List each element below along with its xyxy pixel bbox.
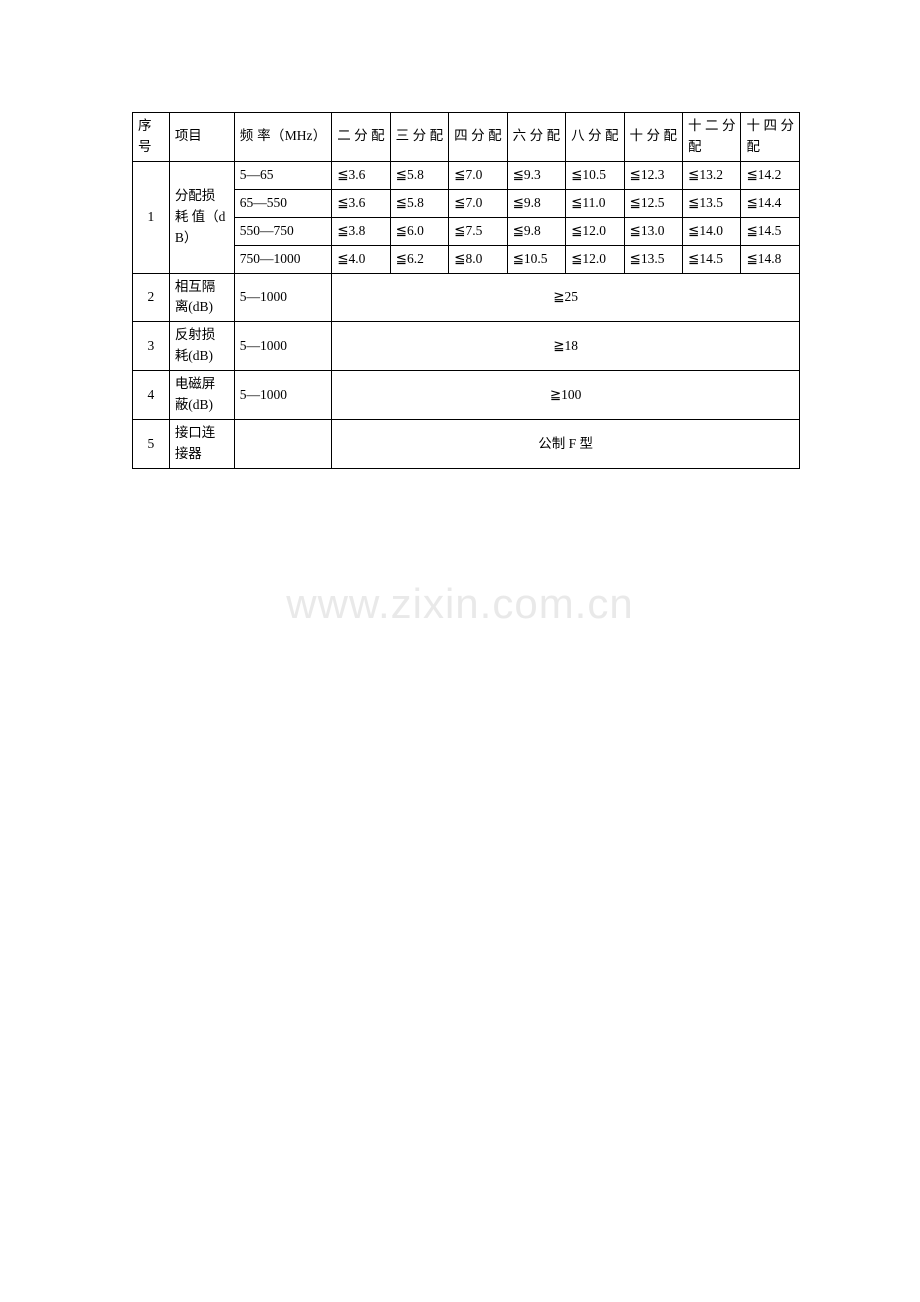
- freq-cell: [234, 420, 331, 469]
- seq-cell: 1: [133, 161, 170, 273]
- table-row: 1 分配损耗 值（dB） 5—65 ≦3.6 ≦5.8 ≦7.0 ≦9.3 ≦1…: [133, 161, 800, 189]
- freq-cell: 5—1000: [234, 322, 331, 371]
- table-row: 5 接口连接器 公制 F 型: [133, 420, 800, 469]
- val-cell: ≦9.8: [507, 217, 565, 245]
- item-cell: 电磁屏蔽(dB): [169, 371, 234, 420]
- val-cell: ≦14.2: [741, 161, 800, 189]
- spec-table: 序号 项目 频 率（MHz） 二分配 三分配 四分配 六分配 八分配 十分配 十…: [132, 112, 800, 469]
- seq-cell: 3: [133, 322, 170, 371]
- val-cell: ≦14.5: [683, 245, 741, 273]
- table-row: 3 反射损耗(dB) 5—1000 ≧18: [133, 322, 800, 371]
- val-cell: ≦14.4: [741, 189, 800, 217]
- header-freq: 频 率（MHz）: [234, 113, 331, 162]
- val-cell: ≦9.8: [507, 189, 565, 217]
- seq-cell: 2: [133, 273, 170, 322]
- page: 序号 项目 频 率（MHz） 二分配 三分配 四分配 六分配 八分配 十分配 十…: [0, 0, 920, 469]
- val-cell: ≦10.5: [507, 245, 565, 273]
- watermark-text: www.zixin.com.cn: [0, 580, 920, 628]
- val-cell: ≦13.2: [683, 161, 741, 189]
- header-col-2: 四分配: [449, 113, 507, 162]
- freq-cell: 550—750: [234, 217, 331, 245]
- val-cell: ≦11.0: [566, 189, 624, 217]
- item-cell: 相互隔离(dB): [169, 273, 234, 322]
- val-cell: ≦12.0: [566, 245, 624, 273]
- header-col-1: 三分配: [390, 113, 448, 162]
- header-col-4: 八分配: [566, 113, 624, 162]
- val-cell: ≦4.0: [332, 245, 390, 273]
- val-cell: ≦9.3: [507, 161, 565, 189]
- header-col-3: 六分配: [507, 113, 565, 162]
- freq-cell: 65—550: [234, 189, 331, 217]
- val-cell: ≦12.3: [624, 161, 682, 189]
- val-cell: ≦13.5: [683, 189, 741, 217]
- val-cell: ≦12.0: [566, 217, 624, 245]
- freq-cell: 5—65: [234, 161, 331, 189]
- item-cell: 接口连接器: [169, 420, 234, 469]
- val-cell: ≦3.6: [332, 161, 390, 189]
- val-cell: ≦14.8: [741, 245, 800, 273]
- val-cell: ≦13.0: [624, 217, 682, 245]
- table-row: 2 相互隔离(dB) 5—1000 ≧25: [133, 273, 800, 322]
- val-cell: ≦7.0: [449, 189, 507, 217]
- val-cell: ≦14.5: [741, 217, 800, 245]
- header-col-0: 二分配: [332, 113, 390, 162]
- header-col-5: 十分配: [624, 113, 682, 162]
- header-col-6: 十二分配: [683, 113, 741, 162]
- val-cell: ≦6.0: [390, 217, 448, 245]
- val-cell: ≦6.2: [390, 245, 448, 273]
- val-cell: ≦7.5: [449, 217, 507, 245]
- header-seq: 序号: [133, 113, 170, 162]
- val-cell: ≦10.5: [566, 161, 624, 189]
- merged-val-cell: ≧25: [332, 273, 800, 322]
- val-cell: ≦5.8: [390, 161, 448, 189]
- merged-val-cell: 公制 F 型: [332, 420, 800, 469]
- val-cell: ≦14.0: [683, 217, 741, 245]
- header-item: 项目: [169, 113, 234, 162]
- val-cell: ≦3.6: [332, 189, 390, 217]
- merged-val-cell: ≧100: [332, 371, 800, 420]
- val-cell: ≦8.0: [449, 245, 507, 273]
- item-cell: 分配损耗 值（dB）: [169, 161, 234, 273]
- seq-cell: 5: [133, 420, 170, 469]
- freq-cell: 5—1000: [234, 371, 331, 420]
- table-header-row: 序号 项目 频 率（MHz） 二分配 三分配 四分配 六分配 八分配 十分配 十…: [133, 113, 800, 162]
- merged-val-cell: ≧18: [332, 322, 800, 371]
- table-row: 4 电磁屏蔽(dB) 5—1000 ≧100: [133, 371, 800, 420]
- val-cell: ≦3.8: [332, 217, 390, 245]
- seq-cell: 4: [133, 371, 170, 420]
- item-cell: 反射损耗(dB): [169, 322, 234, 371]
- val-cell: ≦13.5: [624, 245, 682, 273]
- val-cell: ≦12.5: [624, 189, 682, 217]
- val-cell: ≦5.8: [390, 189, 448, 217]
- header-col-7: 十四分配: [741, 113, 800, 162]
- val-cell: ≦7.0: [449, 161, 507, 189]
- freq-cell: 5—1000: [234, 273, 331, 322]
- freq-cell: 750—1000: [234, 245, 331, 273]
